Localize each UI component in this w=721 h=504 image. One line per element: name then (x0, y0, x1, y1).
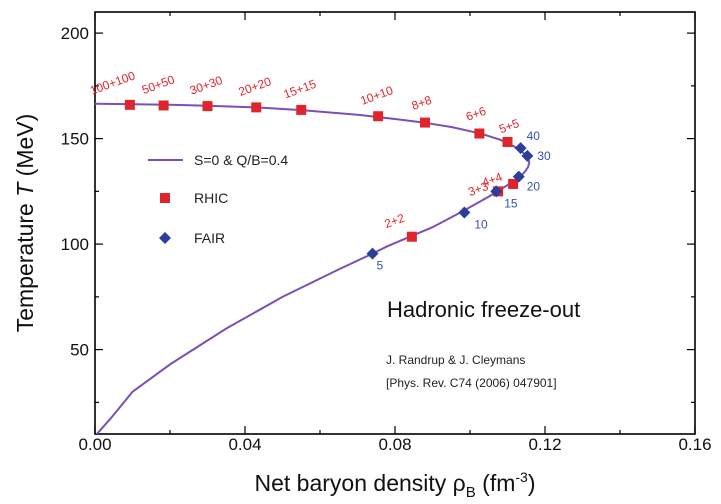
fair-point-label: 30 (537, 149, 551, 163)
point-labels-layer: 100+100 50+50 30+30 20+20 15+15 10+10 8+86+65+… (88, 68, 551, 272)
annotation-title: Hadronic freeze-out (387, 297, 580, 322)
fair-point-label: 20 (527, 180, 541, 194)
legend: S=0 & Q/B=0.4 RHIC FAIR (148, 152, 288, 246)
y-axis-title-unit: (MeV) (12, 114, 38, 183)
fair-point-label: 15 (504, 196, 518, 210)
rhic-point-label: 15+15 (282, 77, 319, 102)
y-tick-label: 100 (61, 235, 89, 254)
x-tick-label: 0.00 (78, 435, 111, 454)
x-axis-title-sub: B (466, 484, 476, 501)
rhic-point-label: 4+4 (480, 170, 504, 190)
annotation-reference-authors: J. Randrup & J. Cleymans (386, 353, 525, 367)
rhic-point (474, 128, 485, 139)
rhic-point-label: 8+8 (410, 93, 434, 113)
x-tick-label: 0.12 (528, 435, 561, 454)
y-tick-label: 200 (61, 24, 89, 43)
rhic-point (508, 178, 519, 189)
x-tick-label: 0.04 (228, 435, 261, 454)
rhic-point (406, 231, 417, 242)
fair-point (366, 247, 379, 260)
series-layer (95, 99, 534, 434)
annotation-reference-journal: [Phys. Rev. C74 (2006) 047901] (386, 376, 557, 390)
rhic-point (124, 99, 135, 110)
fair-point-label: 10 (474, 217, 488, 231)
rhic-point (420, 117, 430, 128)
fair-point (458, 206, 471, 219)
rhic-point-label: 5+5 (497, 116, 521, 136)
x-axis-title-unit-open: (fm (476, 470, 516, 496)
legend-fair-label: FAIR (194, 230, 225, 246)
legend-fair-swatch (159, 232, 171, 244)
rhic-point (373, 111, 384, 122)
legend-item-fair: FAIR (159, 230, 225, 246)
legend-curve-label: S=0 & Q/B=0.4 (194, 152, 288, 168)
rhic-point (202, 101, 213, 112)
freezeout-curve (95, 102, 531, 434)
rhic-point-label: 2+2 (383, 211, 407, 231)
x-axis-title-unit-exp: -3 (515, 469, 528, 485)
rhic-point (502, 136, 513, 147)
x-axis-title-main: Net baryon density ρ (255, 470, 466, 496)
x-axis-title: Net baryon density ρB (fm-3) (255, 469, 536, 501)
rhic-point-label: 50+50 (140, 72, 177, 97)
legend-item-curve: S=0 & Q/B=0.4 (148, 152, 288, 168)
y-axis-title: Temperature T (MeV) (12, 114, 38, 333)
fair-point-label: 5 (377, 259, 384, 273)
fair-point-label: 40 (527, 129, 541, 143)
rhic-point (158, 100, 169, 111)
annotations: Hadronic freeze-out J. Randrup & J. Cley… (386, 297, 580, 390)
fair-point (512, 170, 525, 183)
rhic-point-label: 3+3 (466, 179, 490, 199)
rhic-point-label: 20+20 (237, 74, 274, 99)
y-axis-title-main: Temperature (12, 197, 38, 333)
fair-point (490, 185, 503, 198)
x-tick-label: 0.08 (378, 435, 411, 454)
rhic-point-label: 30+30 (188, 73, 225, 98)
fair-point (514, 142, 527, 155)
rhic-point (296, 104, 307, 115)
legend-rhic-label: RHIC (194, 190, 228, 206)
axis-tick-labels: 0.00 0.04 0.08 0.12 0.16 50 100 150 200 (61, 24, 712, 454)
legend-item-rhic: RHIC (160, 190, 228, 206)
y-tick-label: 50 (70, 341, 89, 360)
fair-point (521, 149, 534, 162)
rhic-point-label: 10+10 (359, 83, 396, 108)
y-tick-label: 150 (61, 130, 89, 149)
axis-ticks (94, 12, 696, 434)
legend-rhic-swatch (160, 193, 170, 203)
x-tick-label: 0.16 (678, 435, 711, 454)
rhic-point (251, 102, 262, 113)
rhic-point-label: 6+6 (464, 104, 488, 124)
y-axis-title-var: T (12, 181, 38, 197)
x-axis-title-unit-close: ) (528, 470, 536, 496)
